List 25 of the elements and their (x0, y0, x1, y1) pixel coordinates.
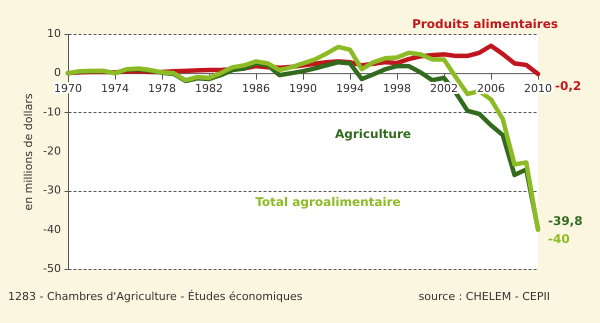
text: 1283 - Chambres d'Agriculture - Études économiques (8, 289, 303, 303)
y-tick-label: -40 (43, 222, 61, 236)
y-tick-label: -10 (43, 105, 61, 118)
y-tick-label: 0 (54, 66, 61, 80)
x-tick-label: 2006 (477, 82, 505, 96)
y-axis-title: en millions de dollars (22, 93, 35, 211)
x-tick-label: 1990 (289, 82, 317, 96)
y-tick-label: -50 (43, 262, 61, 275)
data-label: -0,2 (555, 78, 582, 93)
x-tick-label: 2010 (524, 82, 552, 96)
y-tick-label: -20 (43, 144, 61, 158)
y-tick-label: -30 (43, 184, 61, 197)
y-tick-label: 10 (47, 27, 61, 40)
data-label: -39,8 (548, 214, 583, 228)
x-tick-label: 1982 (195, 82, 223, 96)
text: Total agroalimentaire (255, 195, 401, 209)
source-note: source : CHELEM - CEPII (418, 290, 550, 303)
x-tick-label: 1986 (242, 82, 270, 96)
x-tick-label: 1998 (383, 82, 411, 96)
x-tick-label: 1974 (101, 82, 129, 96)
text: Agriculture (334, 127, 412, 141)
series-label: Produits alimentaires (412, 17, 558, 31)
x-tick-label: 1994 (336, 82, 364, 96)
data-label: -40 (548, 232, 570, 246)
x-tick-label: 1978 (148, 82, 176, 96)
